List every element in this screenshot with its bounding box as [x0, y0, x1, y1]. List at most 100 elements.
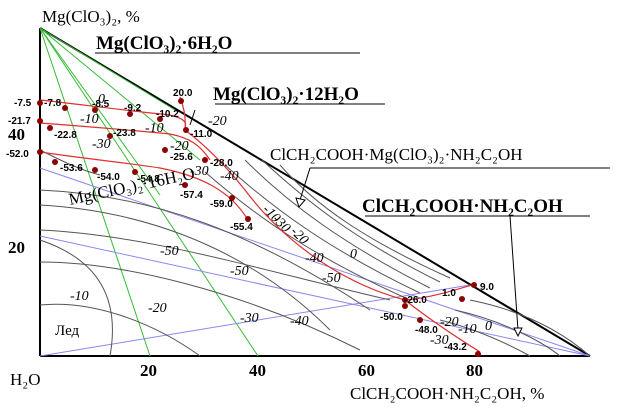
isotherm-mid-4: [261, 159, 441, 283]
point-m48-0: [417, 317, 423, 323]
point-m54-8: [132, 169, 138, 175]
pointer-salt-compound: [509, 215, 519, 331]
y-axis-label: Mg(ClO₃)₂, %: [42, 7, 140, 26]
isotherm-label: -10: [70, 289, 89, 304]
arrow-double-compound: [295, 197, 306, 208]
isotherm-label: -40: [220, 169, 239, 184]
point-label: -54.0: [97, 172, 120, 183]
point-label-group: 20.0 -7.5 -7.8 -8.5 -9.2 -10.2 -11.0 -21…: [6, 88, 494, 353]
isotherm-label: -40: [305, 251, 324, 266]
point-label: 9.0: [480, 282, 494, 293]
isotherm-label: -10: [458, 322, 477, 337]
point-label: -54.8: [137, 174, 160, 185]
point-label: -43.2: [444, 342, 467, 353]
point-label: -10.2: [156, 109, 179, 120]
point-m28-0: [202, 157, 208, 163]
isotherm-label: -20: [148, 301, 167, 316]
point-label: -59.0: [210, 199, 233, 210]
point-label: -26.0: [404, 295, 427, 306]
isotherm-label: -20: [208, 114, 227, 129]
point-label: -7.8: [44, 98, 62, 109]
x-tick-20: 20: [140, 361, 157, 380]
isotherm-label: -50: [160, 244, 179, 259]
point-1-0: [459, 296, 465, 302]
green-ray-2: [39, 27, 259, 357]
point-m59-0: [229, 195, 235, 201]
point-label: -25.6: [170, 152, 193, 163]
triangle-boundary: [39, 27, 591, 357]
point-m7-8: [62, 105, 68, 111]
point-label: -8.5: [92, 99, 110, 110]
point-label: -9.2: [124, 103, 142, 114]
red-curve-4: [184, 129, 406, 301]
point-m50-0: [402, 303, 408, 309]
point-20-0: [178, 98, 184, 104]
isotherm-label: -30: [240, 311, 259, 326]
point-m53-6: [52, 159, 58, 165]
green-rays: [39, 27, 259, 357]
x-axis-label: ClCH₂COOH·NH₂C₂OH, %: [350, 384, 544, 403]
pointer-double-compound: [299, 167, 311, 201]
x-tick-80: 80: [466, 361, 483, 380]
point-m43-2: [475, 351, 481, 357]
point-label: -52.0: [6, 149, 29, 160]
point-label: -53.6: [60, 163, 83, 174]
isotherm-label-group: 0 -10 -20 -30 -40 -50 -10 -20 -30 -40 -5…: [70, 92, 492, 348]
point-label: -7.5: [14, 98, 32, 109]
isotherm-mid-1: [204, 171, 411, 301]
green-ray-5: [39, 27, 161, 196]
point-m23-8: [107, 133, 113, 139]
x-tick-60: 60: [358, 361, 375, 380]
point-m26-0: [402, 297, 408, 303]
isotherm-label: -20: [440, 315, 459, 330]
isotherm-ice-5: [39, 189, 371, 311]
phase-label-double-compound: ClCH₂COOH·Mg(ClO₃)₂·NH₂C₂OH: [270, 145, 523, 164]
point-label: -23.8: [113, 128, 136, 139]
point-m57-4: [182, 182, 188, 188]
x-tick-40: 40: [249, 361, 266, 380]
isotherm-mid-5: [279, 164, 451, 279]
phase-label-hexahydrate: Mg(ClO₃)₂·6H₂O: [96, 33, 232, 54]
isotherm-ice-2: [39, 303, 201, 357]
point-label: -22.8: [54, 130, 77, 141]
isotherm-mid-2: [224, 164, 421, 294]
arrow-salt-compound: [513, 327, 523, 338]
red-curve-2: [39, 122, 211, 161]
isotherms: [39, 149, 591, 357]
point-m9-2: [127, 111, 133, 117]
isotherm-label: 0: [350, 247, 357, 262]
point-label: 1.0: [442, 288, 456, 299]
isotherm-label: -20: [170, 139, 189, 154]
isotherm-label: -50: [322, 271, 341, 286]
invariant-points: [37, 98, 481, 357]
isotherm-label: -30: [190, 164, 209, 179]
y-tick-40: 40: [8, 125, 25, 144]
point-label: -11.0: [190, 129, 213, 140]
point-label: -21.7: [8, 116, 31, 127]
isotherm-label: -50: [230, 264, 249, 279]
point-label: 20.0: [173, 88, 193, 99]
isotherm-mid-3: [244, 159, 431, 289]
point-9-0: [471, 282, 477, 288]
point-m52-0: [37, 149, 43, 155]
red-curve-6: [404, 283, 476, 301]
blue-line-1: [39, 235, 591, 357]
isotherm-label: -20: [287, 224, 311, 248]
point-label: -57.4: [180, 190, 203, 201]
point-m11-0: [183, 127, 189, 133]
red-curve-5: [404, 299, 481, 353]
isotherm-label: -30: [92, 137, 111, 152]
isotherm-ice-1: [39, 261, 361, 351]
blue-line-2: [39, 167, 591, 357]
isotherm-label: -10: [80, 112, 99, 127]
point-m8-5: [92, 107, 98, 113]
red-curve-3: [39, 151, 249, 221]
pointer-dodecahydrate: [189, 109, 196, 126]
point-label: -48.0: [415, 325, 438, 336]
green-ray-3: [39, 27, 176, 111]
isotherm-label: -10: [145, 121, 164, 136]
hypotenuse-line: [39, 27, 591, 357]
point-label: -55.4: [230, 222, 253, 233]
point-m21-7: [37, 118, 43, 124]
